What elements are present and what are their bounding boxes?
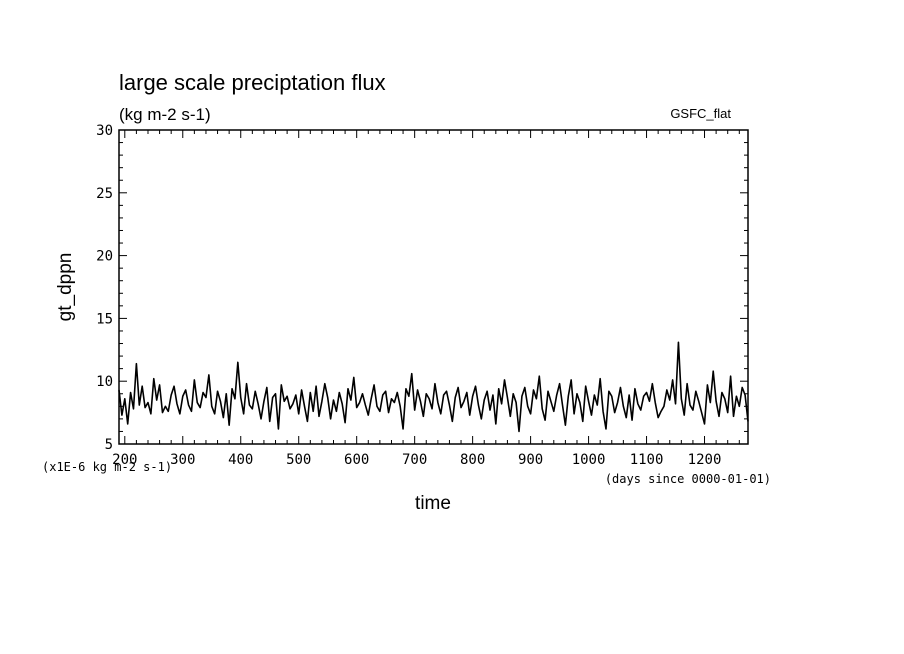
chart-title: large scale preciptation flux <box>119 70 386 95</box>
x-tick-label: 1200 <box>688 452 722 468</box>
series-line <box>118 341 749 433</box>
plot-frame <box>118 129 749 445</box>
y-axis-label: gt_dppn <box>55 253 76 322</box>
x-unit-note: (days since 0000-01-01) <box>605 472 771 486</box>
y-unit-note: (x1E-6 kg m-2 s-1) <box>42 460 172 474</box>
y-tick-label: 10 <box>96 374 113 390</box>
x-tick-label: 200 <box>112 452 137 468</box>
x-tick-label: 700 <box>402 452 427 468</box>
y-tick-label: 25 <box>96 186 113 202</box>
x-axis-ticks <box>124 130 740 444</box>
x-tick-label: 800 <box>460 452 485 468</box>
x-tick-label: 400 <box>228 452 253 468</box>
x-axis-tick-labels: 200 300 400 500 600 700 800 900 1000 1100 1200 <box>112 452 721 468</box>
y-tick-label: 5 <box>105 437 113 453</box>
y-tick-label: 20 <box>96 249 113 265</box>
x-tick-label: 1100 <box>630 452 664 468</box>
y-tick-label: 30 <box>96 123 113 139</box>
x-tick-label: 300 <box>170 452 195 468</box>
y-axis-tick-labels: 5 10 15 20 25 30 <box>96 123 113 453</box>
experiment-label: GSFC_flat <box>670 106 731 121</box>
x-tick-label: 900 <box>518 452 543 468</box>
chart-subtitle: (kg m-2 s-1) <box>119 105 211 124</box>
x-tick-label: 600 <box>344 452 369 468</box>
x-tick-label: 1000 <box>572 452 606 468</box>
y-tick-label: 15 <box>96 311 113 327</box>
x-tick-label: 500 <box>286 452 311 468</box>
x-axis-label: time <box>415 493 451 514</box>
